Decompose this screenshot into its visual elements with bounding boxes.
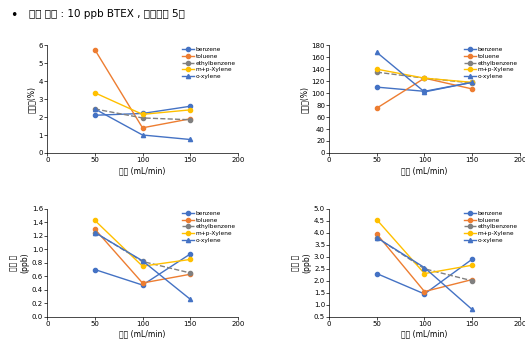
Line: benzene: benzene <box>93 252 192 287</box>
m+p-Xylene <box>422 76 428 80</box>
ethylbenzene <box>139 259 145 263</box>
o-xylene <box>422 90 428 94</box>
Line: ethylbenzene: ethylbenzene <box>93 107 192 122</box>
Line: benzene: benzene <box>375 257 474 296</box>
ethylbenzene <box>374 236 380 240</box>
o-xylene <box>92 230 98 235</box>
toluene <box>139 281 145 285</box>
ethylbenzene <box>92 107 98 111</box>
benzene <box>139 111 145 116</box>
Y-axis label: 검선 계
(ppb): 검선 계 (ppb) <box>9 253 29 273</box>
X-axis label: 유량 (mL/min): 유량 (mL/min) <box>401 166 448 175</box>
o-xylene <box>374 236 380 240</box>
benzene <box>139 283 145 287</box>
toluene <box>92 227 98 231</box>
Text: 실험 조건 : 10 ppb BTEX , 흡착시간 5분: 실험 조건 : 10 ppb BTEX , 흡착시간 5분 <box>29 9 185 19</box>
benzene <box>374 271 380 276</box>
Line: m+p-Xylene: m+p-Xylene <box>375 67 474 85</box>
toluene <box>92 48 98 52</box>
Y-axis label: 정확도(%): 정확도(%) <box>300 86 309 113</box>
toluene <box>187 272 193 276</box>
benzene <box>374 85 380 89</box>
Y-axis label: 정량 계
(ppb): 정량 계 (ppb) <box>291 253 311 273</box>
Line: m+p-Xylene: m+p-Xylene <box>93 218 192 268</box>
Line: benzene: benzene <box>93 104 192 117</box>
X-axis label: 유량 (mL/min): 유량 (mL/min) <box>119 330 166 339</box>
m+p-Xylene <box>422 271 428 276</box>
toluene <box>469 277 475 282</box>
X-axis label: 유량 (mL/min): 유량 (mL/min) <box>119 166 166 175</box>
ethylbenzene <box>374 70 380 74</box>
m+p-Xylene <box>187 258 193 262</box>
o-xylene <box>422 266 428 270</box>
m+p-Xylene <box>187 108 193 112</box>
benzene <box>422 292 428 296</box>
ethylbenzene <box>187 118 193 122</box>
o-xylene <box>187 137 193 142</box>
ethylbenzene <box>422 267 428 271</box>
Line: toluene: toluene <box>93 227 192 285</box>
Line: m+p-Xylene: m+p-Xylene <box>93 91 192 117</box>
toluene <box>187 117 193 121</box>
ethylbenzene <box>422 76 428 80</box>
ethylbenzene <box>187 271 193 275</box>
m+p-Xylene <box>139 264 145 268</box>
Line: ethylbenzene: ethylbenzene <box>375 236 474 283</box>
toluene <box>374 232 380 236</box>
Line: o-xylene: o-xylene <box>93 107 192 142</box>
toluene <box>139 126 145 130</box>
Text: •: • <box>10 9 18 22</box>
Legend: benzene, toluene, ethylbenzene, m+p-Xylene, o-xylene: benzene, toluene, ethylbenzene, m+p-Xyle… <box>463 209 519 244</box>
Line: o-xylene: o-xylene <box>375 236 474 311</box>
o-xylene <box>469 80 475 85</box>
ethylbenzene <box>139 116 145 120</box>
m+p-Xylene <box>92 91 98 95</box>
ethylbenzene <box>92 230 98 235</box>
Line: ethylbenzene: ethylbenzene <box>93 230 192 275</box>
toluene <box>469 87 475 91</box>
m+p-Xylene <box>139 112 145 117</box>
m+p-Xylene <box>469 263 475 267</box>
benzene <box>187 252 193 256</box>
X-axis label: 유량 (mL/min): 유량 (mL/min) <box>401 330 448 339</box>
m+p-Xylene <box>374 218 380 222</box>
o-xylene <box>139 259 145 263</box>
Line: o-xylene: o-xylene <box>375 50 474 94</box>
Line: toluene: toluene <box>375 232 474 294</box>
ethylbenzene <box>469 279 475 283</box>
benzene <box>92 113 98 117</box>
benzene <box>422 89 428 93</box>
o-xylene <box>187 297 193 301</box>
benzene <box>469 80 475 85</box>
Line: benzene: benzene <box>375 80 474 93</box>
m+p-Xylene <box>374 67 380 71</box>
toluene <box>422 76 428 80</box>
o-xylene <box>139 133 145 137</box>
toluene <box>422 290 428 294</box>
m+p-Xylene <box>92 218 98 222</box>
benzene <box>469 257 475 261</box>
o-xylene <box>374 50 380 55</box>
Legend: benzene, toluene, ethylbenzene, m+p-Xylene, o-xylene: benzene, toluene, ethylbenzene, m+p-Xyle… <box>181 209 237 244</box>
Legend: benzene, toluene, ethylbenzene, m+p-Xylene, o-xylene: benzene, toluene, ethylbenzene, m+p-Xyle… <box>463 46 519 80</box>
benzene <box>187 104 193 108</box>
Line: toluene: toluene <box>93 48 192 130</box>
benzene <box>92 268 98 272</box>
Line: toluene: toluene <box>375 76 474 110</box>
toluene <box>374 106 380 110</box>
Line: m+p-Xylene: m+p-Xylene <box>375 218 474 276</box>
o-xylene <box>92 107 98 111</box>
Legend: benzene, toluene, ethylbenzene, m+p-Xylene, o-xylene: benzene, toluene, ethylbenzene, m+p-Xyle… <box>181 46 237 80</box>
Y-axis label: 정밀도(%): 정밀도(%) <box>27 86 36 113</box>
ethylbenzene <box>469 81 475 85</box>
o-xylene <box>469 307 475 311</box>
Line: o-xylene: o-xylene <box>93 230 192 301</box>
Line: ethylbenzene: ethylbenzene <box>375 70 474 85</box>
m+p-Xylene <box>469 80 475 85</box>
